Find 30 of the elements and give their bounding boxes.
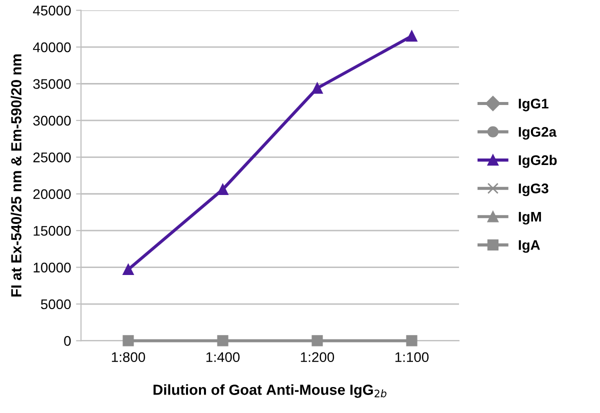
y-tick-label: 20000 <box>33 189 71 200</box>
point <box>312 335 323 346</box>
legend-label: IgG1 <box>518 98 548 112</box>
x-tick-label: 1:200 <box>300 352 334 362</box>
point <box>406 335 418 346</box>
x-tick-label: 1:400 <box>206 352 240 362</box>
x-axis-title: Dilution of Goat Anti-Mouse IgG$_{2b}$ <box>154 384 386 398</box>
y-axis-title: FI at Ex-540/25 nm & Em-590/20 nm <box>10 54 22 297</box>
point <box>122 335 134 346</box>
x-tick-label: 1:100 <box>395 352 429 362</box>
x-tick-label: 1:800 <box>112 352 146 362</box>
y-tick-label: 30000 <box>33 116 71 126</box>
point <box>406 30 418 42</box>
legend-label: IgG3 <box>518 184 548 196</box>
legend-label: IgA <box>518 240 540 253</box>
point <box>217 335 228 346</box>
y-tick-label: 0 <box>64 336 71 346</box>
legend-label: IgG2b <box>518 154 557 168</box>
y-tick-label: 10000 <box>34 262 71 272</box>
y-tick-label: 35000 <box>33 79 71 89</box>
legend-label: IgM <box>518 212 541 224</box>
point <box>312 82 323 94</box>
y-tick-label: 40000 <box>32 42 71 52</box>
y-tick-label: 25000 <box>33 152 71 162</box>
point <box>122 264 134 276</box>
y-tick-label: 15000 <box>34 226 71 236</box>
point <box>217 184 228 196</box>
y-tick-label: 5000 <box>40 299 71 310</box>
y-tick-label: 45000 <box>32 6 71 16</box>
legend-label: IgG2a <box>518 126 557 140</box>
